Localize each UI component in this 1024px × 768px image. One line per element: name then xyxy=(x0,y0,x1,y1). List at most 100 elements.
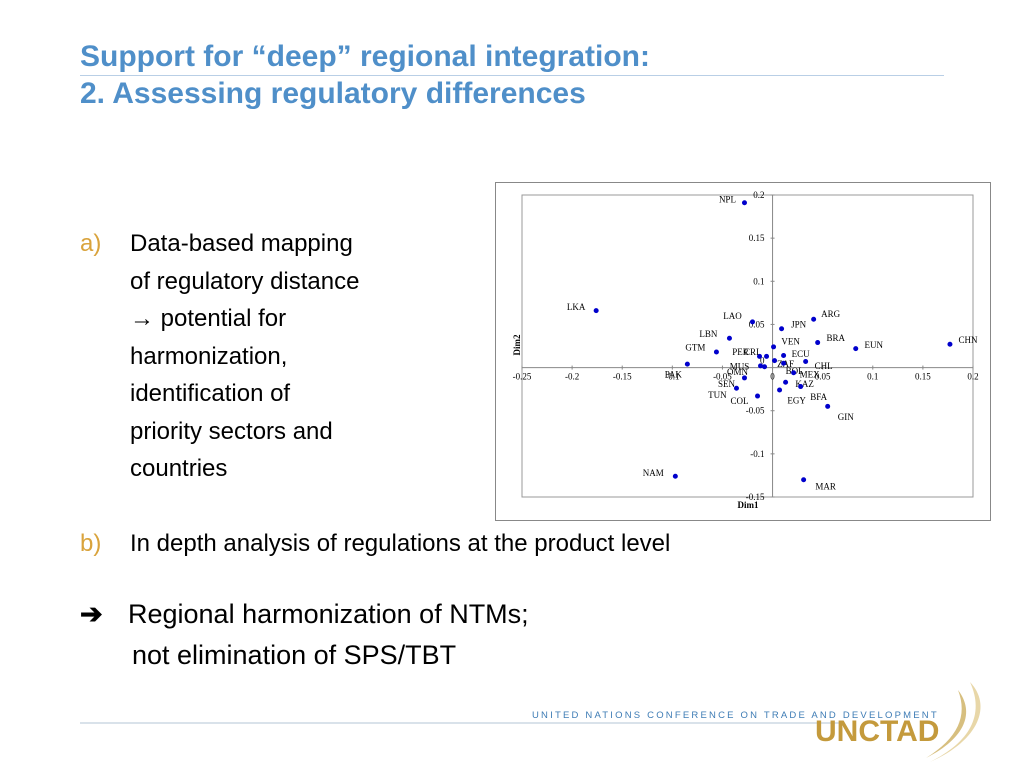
point-label-jpn: JPN xyxy=(791,319,807,329)
bullet-b-marker: b) xyxy=(80,530,102,557)
x-tick-label: -0.25 xyxy=(513,372,532,382)
data-point-tun xyxy=(733,385,739,391)
data-point-kaz xyxy=(783,379,789,385)
data-point-bfa xyxy=(798,384,804,390)
data-point-ven xyxy=(771,344,777,350)
point-label-sen: SEN xyxy=(718,379,736,389)
x-tick-label: -0.05 xyxy=(713,372,732,382)
data-point-cri xyxy=(764,353,770,359)
point-label-lka: LKA xyxy=(567,302,586,312)
x-tick-label: -0.1 xyxy=(665,372,679,382)
arrow-right-icon: ➔ xyxy=(80,599,103,629)
slide-title-line2: 2. Assessing regulatory differences xyxy=(80,77,586,110)
data-point-nam xyxy=(672,473,678,479)
point-label-eun: EUN xyxy=(865,340,884,350)
data-point-pak xyxy=(684,361,690,367)
data-point-chl xyxy=(803,359,809,365)
y-tick-label: -0.1 xyxy=(750,449,764,459)
data-point-sen xyxy=(741,375,747,381)
y-tick-label: -0.05 xyxy=(746,406,765,416)
point-label-lao: LAO xyxy=(723,311,742,321)
point-label-kaz: KAZ xyxy=(795,379,814,389)
scatter-chart: -0.25 -0.2 -0.15 -0.1 -0.05 0 0.05 0.1 0.15 0.2 -0… xyxy=(512,190,979,510)
data-point-bol xyxy=(781,360,787,366)
slide-title-line1: Support for “deep” regional integration: xyxy=(80,40,650,73)
data-point-egy xyxy=(777,387,783,393)
x-tick-label: 0.2 xyxy=(967,372,978,382)
data-point-col xyxy=(755,393,761,399)
zero-label: 0 xyxy=(760,356,765,366)
point-label-nam: NAM xyxy=(643,468,664,478)
point-label-lbn: LBN xyxy=(699,329,718,339)
scatter-chart-frame: -0.25 -0.2 -0.15 -0.1 -0.05 0 0.05 0.1 0.15 0.2 -0… xyxy=(495,182,991,521)
bullet-a: a) Data-based mapping of regulatory dist… xyxy=(80,225,450,488)
point-label-mus: MUS xyxy=(730,362,750,372)
data-point-arg xyxy=(811,316,817,322)
data-point-mar xyxy=(801,477,807,483)
data-point-lao xyxy=(750,319,756,325)
plot-area xyxy=(521,194,974,498)
bullet-a-line: Data-based mapping xyxy=(130,230,353,257)
conclusion-line2: not elimination of SPS/TBT xyxy=(132,640,457,670)
bullet-a-line: of regulatory distance xyxy=(130,267,360,295)
point-label-omn: OMN xyxy=(727,367,749,377)
data-point-eun xyxy=(853,346,859,352)
data-point-mex xyxy=(791,370,797,376)
bullet-b: b) In depth analysis of regulations at t… xyxy=(80,525,880,563)
point-label-bfa: BFA xyxy=(810,392,827,402)
y-tick-label: -0.15 xyxy=(746,492,765,502)
bullet-a-line: harmonization, xyxy=(130,342,288,370)
point-label-ecu: ECU xyxy=(792,349,811,359)
data-point-ecu xyxy=(781,352,787,358)
data-point-zaf xyxy=(772,358,778,364)
point-label-gin: GIN xyxy=(838,412,854,422)
point-label-arg: ARG xyxy=(821,309,841,319)
point-label-mex: MEX xyxy=(800,369,821,379)
conclusion-line1: Regional harmonization of NTMs; xyxy=(128,599,529,629)
point-label-col: COL xyxy=(730,396,748,406)
point-label-gtm: GTM xyxy=(685,343,705,353)
data-point-gtm xyxy=(713,349,719,355)
data-point-bra xyxy=(815,340,821,346)
point-label-egy: EGY xyxy=(787,395,806,405)
bullet-a-text: Data-based mapping of regulatory distanc… xyxy=(130,225,450,488)
title-divider xyxy=(80,75,944,76)
bullet-a-line: priority sectors and xyxy=(130,417,333,445)
data-point-lbn xyxy=(726,335,732,341)
y-axis-label: Dim2 xyxy=(512,334,522,355)
bullet-a-line: identification of xyxy=(130,380,291,407)
data-point-jpn xyxy=(779,326,785,332)
point-label-pak: PAK xyxy=(665,369,683,379)
data-point-npl xyxy=(741,200,747,206)
point-label-tun: TUN xyxy=(708,390,727,400)
y-tick-label: 0.1 xyxy=(753,276,764,286)
bullet-a-marker: a) xyxy=(80,230,102,257)
x-tick-label: 0.1 xyxy=(867,372,878,382)
unctad-swoosh-icon xyxy=(926,682,981,762)
x-tick-label: -0.15 xyxy=(613,372,632,382)
data-point-chn xyxy=(947,341,953,347)
x-tick-label: 0.15 xyxy=(915,372,931,382)
footer-organization: UNITED NATIONS CONFERENCE ON TRADE AND D… xyxy=(532,710,939,721)
point-label-mar: MAR xyxy=(815,482,836,492)
data-point-per xyxy=(757,353,763,359)
bullet-b-text: In depth analysis of regulations at the … xyxy=(130,530,671,557)
data-point-lka xyxy=(593,308,599,314)
point-label-bra: BRA xyxy=(826,333,845,343)
conclusion: ➔ Regional harmonization of NTMs; not eli… xyxy=(80,594,529,676)
slide-title: Support for “deep” regional integration:… xyxy=(80,38,650,112)
y-tick-label: 0.2 xyxy=(753,190,764,200)
y-tick-label: 0.15 xyxy=(749,233,765,243)
point-label-chn: CHN xyxy=(958,335,978,345)
x-tick-label: 0.05 xyxy=(815,372,831,382)
unctad-logo: UNCTAD xyxy=(815,715,940,748)
bullet-a-line: countries xyxy=(130,455,228,482)
data-point-mus xyxy=(758,363,764,369)
y-tick-label: 0.05 xyxy=(749,319,765,329)
point-label-cri: CRI xyxy=(744,347,759,357)
bullet-a-line: → potential for xyxy=(130,305,287,332)
point-label-ven: VEN xyxy=(781,337,800,347)
footer-divider xyxy=(80,722,840,724)
x-tick-label: 0 xyxy=(770,372,775,382)
